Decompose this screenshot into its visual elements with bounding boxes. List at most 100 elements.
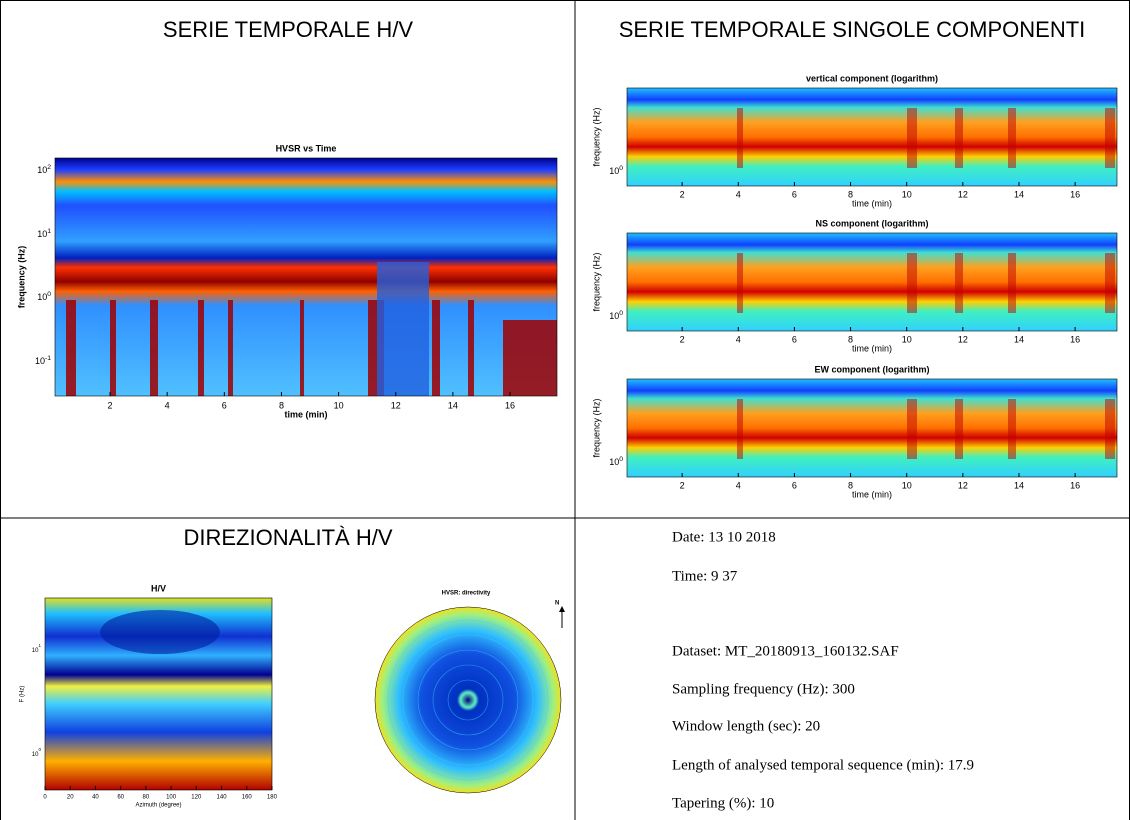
tick-base: 10	[35, 356, 45, 366]
x-tick-label: 4	[165, 400, 170, 410]
spectrogram-feature	[100, 610, 220, 654]
y-axis-label: frequency (Hz)	[591, 398, 601, 457]
x-axis-label: time (min)	[284, 409, 327, 419]
y-axis-label: frequency (Hz)	[16, 246, 26, 309]
x-tick-label: 80	[143, 795, 150, 801]
tick-base: 10	[32, 752, 39, 758]
tick-base: 10	[609, 457, 619, 467]
x-tick-label: 14	[1014, 334, 1024, 344]
y-tick-label: 100	[609, 310, 623, 322]
y-axis-label: frequency (Hz)	[591, 107, 601, 166]
x-tick-label: 10	[902, 189, 912, 199]
y-tick-label: 100	[609, 456, 623, 468]
tick-exponent: 0	[47, 291, 51, 298]
spectrogram-feature	[907, 399, 917, 459]
info-line: Window length (sec): 20	[672, 718, 820, 734]
x-axis-label: time (min)	[852, 343, 892, 353]
spectrogram-feature	[377, 262, 429, 396]
tick-exponent: 1	[38, 643, 41, 648]
tick-base: 10	[32, 648, 39, 654]
x-tick-label: 6	[792, 480, 797, 490]
plot-title: H/V	[151, 583, 166, 593]
spectrogram-feature	[228, 300, 233, 396]
spectrogram-feature	[1008, 253, 1016, 313]
plot-title: NS component (logarithm)	[816, 218, 929, 228]
y-tick-label: 101	[37, 228, 51, 240]
x-tick-label: 14	[448, 400, 458, 410]
x-tick-label: 2	[680, 480, 685, 490]
y-tick-label: 102	[37, 164, 51, 176]
x-tick-label: 16	[505, 400, 515, 410]
x-tick-label: 14	[1014, 480, 1024, 490]
x-tick-label: 60	[117, 795, 124, 801]
tick-base: 10	[609, 311, 619, 321]
cell-heading: SERIE TEMPORALE H/V	[163, 17, 414, 42]
tick-exponent: 0	[619, 456, 623, 463]
plot-title: EW component (logarithm)	[815, 364, 930, 374]
tick-exponent: -1	[45, 355, 51, 362]
x-tick-label: 10	[902, 334, 912, 344]
y-axis-label: F (Hz)	[20, 686, 26, 703]
x-tick-label: 120	[191, 795, 202, 801]
info-line: Tapering (%): 10	[672, 795, 774, 811]
x-tick-label: 40	[92, 795, 99, 801]
y-tick-label: 100	[609, 165, 623, 177]
spectrogram-feature	[737, 253, 743, 313]
x-tick-label: 20	[67, 795, 74, 801]
plot-title: HVSR vs Time	[276, 143, 337, 153]
info-line: Sampling frequency (Hz): 300	[672, 681, 855, 697]
y-tick-label: 100	[37, 291, 51, 303]
tick-base: 10	[37, 165, 47, 175]
spectrogram-feature	[737, 108, 743, 168]
tick-base: 10	[37, 292, 47, 302]
x-tick-label: 12	[958, 334, 968, 344]
x-tick-label: 6	[792, 189, 797, 199]
north-arrowhead	[559, 606, 565, 612]
info-line: Dataset: MT_20180913_160132.SAF	[672, 643, 899, 659]
x-tick-label: 2	[680, 334, 685, 344]
x-axis-label: time (min)	[852, 198, 892, 208]
north-label: N	[555, 601, 559, 607]
x-tick-label: 12	[958, 480, 968, 490]
spectrogram-feature	[1105, 253, 1115, 313]
spectrogram	[627, 88, 1117, 186]
x-tick-label: 6	[222, 400, 227, 410]
spectrogram-feature	[1008, 399, 1016, 459]
x-tick-label: 8	[279, 400, 284, 410]
cell-heading: DIREZIONALITÀ H/V	[183, 525, 392, 550]
x-tick-label: 0	[43, 795, 47, 801]
spectrogram-feature	[110, 300, 116, 396]
y-tick-label: 10-1	[35, 355, 51, 367]
x-axis-label: Azimuth (degree)	[135, 803, 181, 809]
x-tick-label: 12	[958, 189, 968, 199]
page: SERIE TEMPORALE H/V SERIE TEMPORALE SING…	[0, 0, 1130, 820]
spectrogram-feature	[468, 300, 474, 396]
spectrogram-feature	[955, 253, 963, 313]
x-tick-label: 10	[334, 400, 344, 410]
spectrogram-feature	[907, 253, 917, 313]
tick-base: 10	[609, 166, 619, 176]
x-tick-label: 180	[267, 795, 278, 801]
spectrogram	[55, 158, 557, 396]
x-tick-label: 100	[166, 795, 177, 801]
x-tick-label: 140	[217, 795, 228, 801]
plot-title: HVSR: directivity	[442, 591, 491, 597]
x-axis-label: time (min)	[852, 489, 892, 499]
y-tick-label: 101	[32, 643, 42, 653]
tick-exponent: 1	[47, 228, 51, 235]
spectrogram-feature	[1008, 108, 1016, 168]
y-tick-label: 100	[32, 747, 42, 757]
x-tick-label: 6	[792, 334, 797, 344]
x-tick-label: 160	[242, 795, 253, 801]
spectrogram-feature	[955, 108, 963, 168]
spectrogram-feature	[907, 108, 917, 168]
spectrogram-feature	[150, 300, 158, 396]
x-tick-label: 16	[1070, 189, 1080, 199]
x-tick-label: 2	[680, 189, 685, 199]
spectrogram-feature	[300, 300, 304, 396]
spectrogram-feature	[432, 300, 440, 396]
x-tick-label: 2	[108, 400, 113, 410]
spectrogram-feature	[737, 399, 743, 459]
tick-base: 10	[37, 229, 47, 239]
